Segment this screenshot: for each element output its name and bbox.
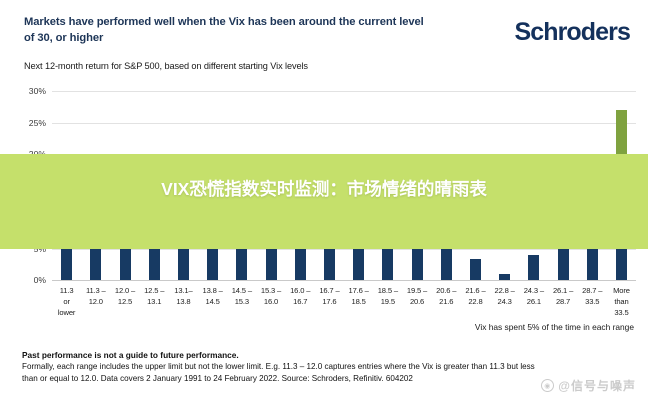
- bar-lower-segment: [90, 248, 102, 280]
- bar-slot: [519, 91, 548, 280]
- x-axis-tick: More than 33.5: [613, 286, 630, 317]
- bar: [207, 195, 219, 280]
- bar: [294, 194, 306, 280]
- x-axis-tick: 22.8 –24.3: [494, 286, 515, 306]
- y-axis-tick: 10%: [28, 212, 46, 222]
- footnotes: Past performance is not a guide to futur…: [22, 349, 628, 386]
- bar: [119, 196, 131, 280]
- watermark: ◉ @信号与噪声: [541, 377, 636, 394]
- bar-lower-segment: [469, 259, 481, 280]
- bar-lower-segment: [265, 248, 277, 280]
- bar: [90, 193, 102, 280]
- bar: [236, 195, 248, 280]
- overlay-title: VIX恐慌指数实时监测：市场情绪的晴雨表: [161, 179, 487, 199]
- bar-lower-segment: [499, 273, 511, 280]
- bar-lower-segment: [382, 248, 394, 280]
- y-axis-tick: 0%: [33, 275, 46, 285]
- axis-note: Vix has spent 5% of the time in each ran…: [474, 322, 634, 332]
- x-axis-tick: 11.3 or lower: [57, 286, 76, 317]
- bar-lower-segment: [207, 248, 219, 280]
- bar-slot: [461, 91, 490, 280]
- chart-header: Markets have performed well when the Vix…: [0, 0, 648, 84]
- gridline: [52, 248, 636, 250]
- bar: [469, 259, 481, 280]
- x-axis-tick: 24.3 –26.1: [523, 286, 544, 306]
- bar-lower-segment: [148, 248, 160, 280]
- x-axis-tick: 20.6 –21.6: [436, 286, 457, 306]
- bar-upper-segment: [61, 217, 73, 249]
- x-axis-tick: 11.3 –12.0: [85, 286, 106, 306]
- x-axis-tick: 17.6 –18.5: [348, 286, 369, 306]
- bar-upper-segment: [119, 196, 131, 249]
- x-axis-tick: 18.5 –19.5: [377, 286, 398, 306]
- bar-upper-segment: [586, 197, 598, 249]
- bar-lower-segment: [557, 248, 569, 280]
- y-axis-tick: 5%: [33, 243, 46, 254]
- x-axis-tick: 28.7 –33.5: [582, 286, 603, 306]
- bar-lower-segment: [61, 248, 73, 280]
- bar: [586, 197, 598, 280]
- bar-lower-segment: [615, 248, 627, 280]
- bar-lower-segment: [323, 248, 335, 280]
- footnote-line-2: than or equal to 12.0. Data covers 2 Jan…: [22, 374, 413, 384]
- x-axis-tick: 21.6 –22.8: [465, 286, 486, 306]
- bar: [499, 273, 511, 280]
- schroders-logo: Schroders: [514, 18, 630, 46]
- x-axis-tick: 19.5 –20.6: [406, 286, 428, 306]
- x-axis-tick: 16.7 –17.6: [319, 286, 340, 306]
- footnote-line-1: Formally, each range includes the upper …: [22, 362, 535, 372]
- footnote-disclaimer: Past performance is not a guide to futur…: [22, 350, 239, 360]
- x-axis-tick: 12.5 –13.1: [144, 286, 165, 306]
- bar-upper-segment: [382, 210, 394, 249]
- gridline: [52, 280, 636, 281]
- bar-lower-segment: [440, 248, 452, 280]
- chart-subtitle: Next 12-month return for S&P 500, based …: [24, 61, 308, 71]
- bar-lower-segment: [586, 248, 598, 280]
- bar-upper-segment: [265, 195, 277, 249]
- bar-upper-segment: [353, 209, 365, 249]
- bar: [353, 209, 365, 280]
- x-axis-tick: 12.0 –12.5: [114, 286, 136, 306]
- gridline: [52, 91, 636, 92]
- bar: [411, 228, 423, 280]
- bar: [557, 244, 569, 280]
- bar: [528, 254, 540, 280]
- watermark-text: @信号与噪声: [558, 379, 636, 393]
- y-axis-tick: 30%: [28, 86, 46, 96]
- x-axis-labels: 11.3 or lower 11.3 –12.0 12.0 –12.5 12.5 –13.…: [52, 286, 636, 332]
- x-axis-tick: 14.5 –15.3: [231, 286, 252, 306]
- bar-lower-segment: [236, 248, 248, 280]
- bar-lower-segment: [294, 248, 306, 280]
- bar-upper-segment: [440, 230, 452, 249]
- x-axis-tick: 13.1– 13.8: [174, 286, 193, 306]
- bar: [265, 195, 277, 280]
- x-axis-tick: 26.1 –28.7: [552, 286, 574, 306]
- bar: [148, 194, 160, 280]
- bar-lower-segment: [177, 248, 189, 280]
- bar: [177, 201, 189, 280]
- weibo-icon: ◉: [541, 379, 555, 392]
- bar-lower-segment: [353, 248, 365, 280]
- bar: [382, 210, 394, 280]
- x-axis-tick: 16.0 –16.7: [290, 286, 311, 306]
- bar-upper-segment: [236, 195, 248, 249]
- bar-upper-segment: [323, 196, 335, 249]
- y-axis-tick: 25%: [28, 117, 46, 128]
- bar: [61, 217, 73, 280]
- bar: [323, 196, 335, 280]
- bar-upper-segment: [177, 201, 189, 249]
- bar-lower-segment: [119, 248, 131, 280]
- gridline: [52, 122, 636, 124]
- bar-upper-segment: [411, 228, 423, 249]
- bar-lower-segment: [528, 254, 540, 280]
- bar: [440, 230, 452, 280]
- x-axis-tick: 13.8 –14.5: [202, 286, 223, 306]
- page-title: Markets have performed well when the Vix…: [24, 16, 424, 44]
- x-axis-tick: 15.3 –16.0: [260, 286, 282, 306]
- bar-lower-segment: [411, 248, 423, 280]
- bar-slot: [490, 91, 519, 280]
- y-axis-tick: 20%: [28, 149, 46, 159]
- bar-upper-segment: [207, 195, 219, 249]
